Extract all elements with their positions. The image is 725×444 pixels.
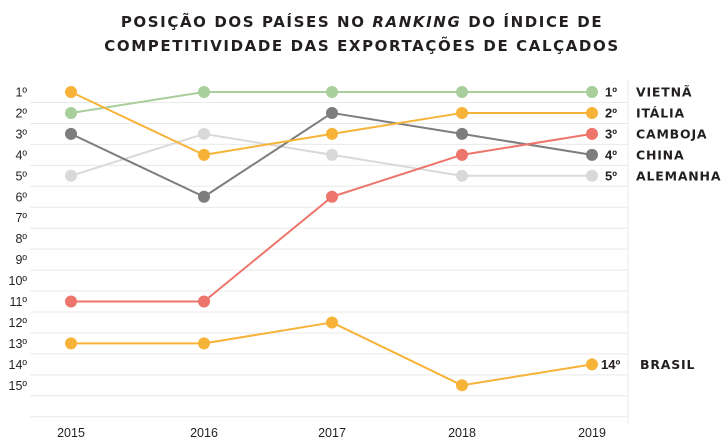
point-vietna-2016 (198, 86, 210, 98)
chart-title-line-2: COMPETITIVIDADE DAS EXPORTAÇÕES DE CALÇA… (104, 36, 619, 55)
y-tick-label: 3º (15, 127, 27, 141)
y-tick-label: 8º (15, 232, 27, 246)
point-camboja-2015 (65, 295, 77, 308)
point-china-2019 (586, 148, 598, 161)
y-tick-label: 12º (9, 316, 28, 330)
end-rank-alemanha: 5º (605, 168, 617, 183)
y-tick-label: 13º (9, 337, 28, 351)
point-alemanha-2017 (326, 148, 338, 161)
x-tick-label: 2016 (190, 426, 218, 440)
end-rank-vietna: 1º (605, 85, 617, 100)
end-rank-camboja: 3º (605, 126, 617, 141)
point-camboja-2017 (326, 190, 338, 203)
series-label-vietna: VIETNÃ (636, 85, 692, 100)
point-alemanha-2019 (586, 169, 598, 182)
point-italia-2015 (65, 86, 77, 98)
point-italia-2016 (198, 148, 210, 161)
point-vietna-2015 (65, 106, 77, 119)
y-tick-label: 7º (15, 211, 27, 225)
end-labels: 1º VIETNÃ 2º ITÁLIA 3º CAMBOJA 4º CHINA 5º ALEMAN… (601, 85, 721, 372)
point-vietna-2018 (456, 86, 468, 98)
point-vietna-2017 (326, 86, 338, 98)
point-china-2018 (456, 127, 468, 140)
point-vietna-2019 (586, 86, 598, 98)
y-axis-ticks: 1º 2º 3º 4º 5º 6º 7º 8º 9º 10º 11º 12º 13º 14º 15º (9, 86, 28, 393)
x-tick-label: 2017 (318, 426, 346, 440)
x-tick-label: 2018 (448, 426, 476, 440)
point-camboja-2019 (586, 127, 598, 140)
y-tick-label: 1º (15, 86, 27, 100)
y-tick-label: 15º (9, 379, 28, 393)
y-tick-label: 11º (9, 295, 27, 309)
series-label-italia: ITÁLIA (636, 105, 685, 120)
point-china-2015 (65, 127, 77, 140)
point-camboja-2018 (456, 148, 468, 161)
point-brasil-2016 (198, 337, 210, 350)
series-label-alemanha: ALEMANHA (636, 168, 721, 183)
y-tick-label: 4º (15, 148, 27, 162)
series-points (65, 86, 598, 392)
end-rank-brasil: 14º (601, 357, 620, 372)
point-china-2017 (326, 106, 338, 119)
y-tick-label: 14º (9, 358, 28, 372)
series-label-camboja: CAMBOJA (636, 126, 707, 141)
point-brasil-2018 (456, 379, 468, 392)
series-label-brasil: BRASIL (640, 357, 695, 372)
point-italia-2017 (326, 127, 338, 140)
point-italia-2019 (586, 106, 598, 119)
y-tick-label: 6º (15, 190, 27, 204)
point-brasil-2019 (586, 358, 598, 371)
chart-title-line-1: POSIÇÃO DOS PAÍSES NO RANKING DO ÍNDICE … (121, 12, 603, 31)
point-alemanha-2018 (456, 169, 468, 182)
point-brasil-2015 (65, 337, 77, 350)
point-alemanha-2015 (65, 169, 77, 182)
x-tick-label: 2015 (57, 426, 85, 440)
end-rank-china: 4º (605, 147, 617, 162)
y-tick-label: 5º (15, 169, 27, 183)
series-label-china: CHINA (636, 147, 684, 162)
x-axis-ticks: 2015 2016 2017 2018 2019 (57, 426, 606, 440)
y-tick-label: 2º (15, 106, 27, 120)
y-tick-label: 10º (9, 274, 28, 288)
point-alemanha-2016 (198, 127, 210, 140)
y-tick-label: 9º (15, 253, 27, 267)
point-brasil-2017 (326, 316, 338, 329)
point-camboja-2016 (198, 295, 210, 308)
point-china-2016 (198, 190, 210, 203)
point-italia-2018 (456, 106, 468, 119)
end-rank-italia: 2º (605, 105, 617, 120)
x-tick-label: 2019 (578, 426, 606, 440)
